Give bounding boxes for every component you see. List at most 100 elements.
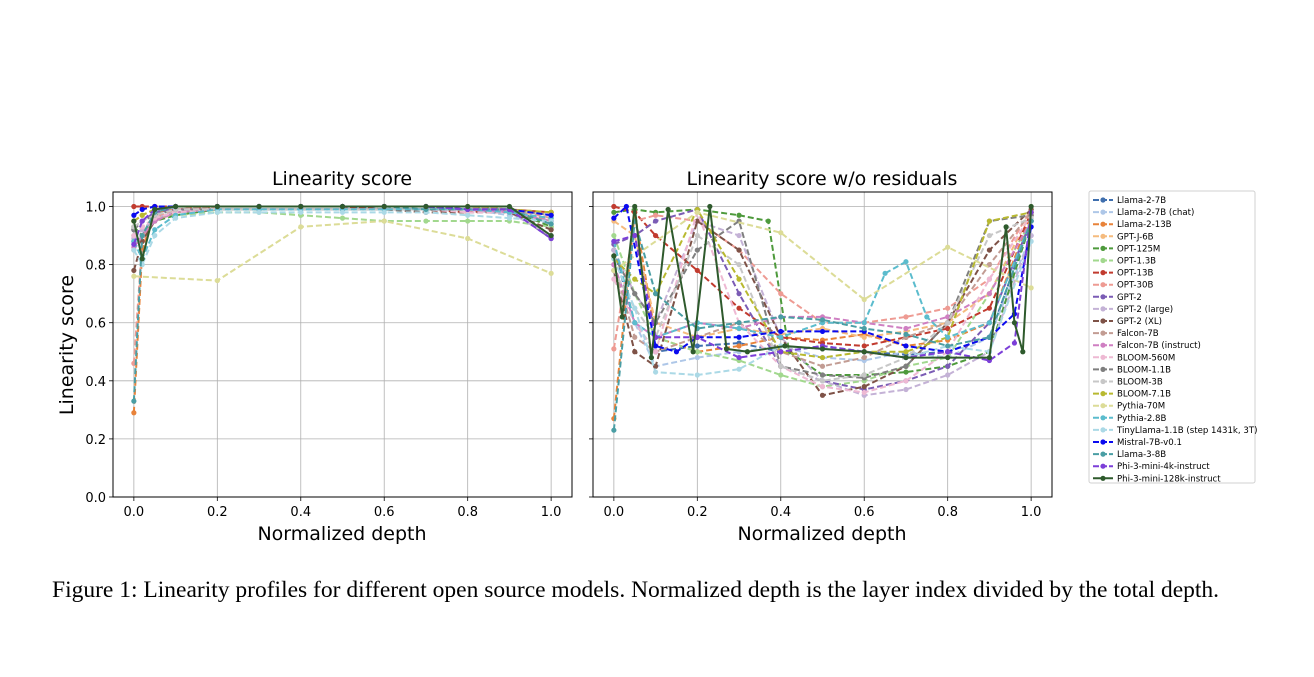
data-point xyxy=(1028,285,1034,291)
legend-label: Phi-3-mini-128k-instruct xyxy=(1117,474,1221,484)
x-tick-label: 0.4 xyxy=(770,505,791,520)
legend-label: Mistral-7B-v0.1 xyxy=(1117,438,1182,448)
legend-label: BLOOM-1.1B xyxy=(1117,365,1171,375)
data-point xyxy=(214,203,220,210)
legend-marker xyxy=(1100,318,1106,324)
axes-frame xyxy=(592,191,1053,498)
data-point xyxy=(131,247,137,253)
data-point xyxy=(611,203,617,210)
data-point xyxy=(945,325,951,332)
series-line-opt-13b xyxy=(613,205,1033,347)
data-point xyxy=(611,215,617,221)
x-axis-label: Normalized depth xyxy=(257,523,426,545)
data-point xyxy=(465,203,471,210)
legend-label: Falcon-7B (instruct) xyxy=(1117,341,1201,351)
data-point xyxy=(694,218,700,224)
data-point xyxy=(611,346,617,352)
data-point xyxy=(611,427,617,433)
x-tick-label: 0.0 xyxy=(604,505,625,520)
x-tick-label: 1.0 xyxy=(1021,505,1042,520)
data-point xyxy=(986,291,993,297)
legend-label: GPT-2 (large) xyxy=(1117,305,1173,315)
data-point xyxy=(690,349,696,355)
data-point xyxy=(548,212,554,218)
data-point xyxy=(1020,349,1026,355)
data-point xyxy=(214,277,220,284)
data-point xyxy=(139,218,145,224)
data-point xyxy=(861,349,867,355)
data-point xyxy=(782,343,788,349)
series-line-gpt-2-large- xyxy=(612,219,1033,397)
data-point xyxy=(548,232,554,239)
data-point xyxy=(648,354,655,361)
chart-linearity-score: Linearity score Normalized depth Lineari… xyxy=(56,168,573,545)
data-point xyxy=(945,334,951,340)
data-point xyxy=(652,291,659,297)
data-point xyxy=(339,203,346,210)
legend-marker xyxy=(1100,342,1106,348)
legend-marker xyxy=(1100,427,1106,433)
data-point xyxy=(632,232,638,239)
data-point xyxy=(131,241,137,247)
data-point xyxy=(778,372,784,378)
legend-label: Pythia-70M xyxy=(1117,402,1165,412)
x-tick-label: 0.0 xyxy=(124,505,145,520)
data-point xyxy=(611,238,617,244)
data-point xyxy=(861,343,867,349)
data-point xyxy=(924,314,930,320)
data-point xyxy=(652,218,659,224)
data-point xyxy=(506,203,513,210)
data-point xyxy=(152,206,158,213)
data-point xyxy=(778,230,784,236)
data-point xyxy=(986,334,993,340)
series-group xyxy=(131,203,554,416)
data-point xyxy=(882,270,888,276)
x-tick-label: 0.8 xyxy=(457,505,478,520)
data-point xyxy=(694,343,700,349)
data-point xyxy=(945,349,951,355)
data-point xyxy=(986,247,993,253)
series-line-bloom-1-1b xyxy=(612,214,1032,379)
data-point xyxy=(903,343,909,349)
legend-marker xyxy=(1100,257,1106,264)
x-tick-label: 0.2 xyxy=(687,505,708,520)
data-point xyxy=(819,384,826,390)
data-point xyxy=(903,325,909,332)
data-point xyxy=(652,232,659,239)
x-tick-label: 0.4 xyxy=(290,505,311,520)
x-tick-label: 1.0 xyxy=(541,505,562,520)
data-point xyxy=(819,328,826,335)
data-point xyxy=(778,349,784,355)
data-point xyxy=(1011,320,1018,326)
data-point xyxy=(652,369,659,375)
data-point xyxy=(778,334,784,340)
data-point xyxy=(986,276,993,282)
data-point xyxy=(632,349,638,355)
data-point xyxy=(694,232,700,239)
legend-label: Llama-2-7B xyxy=(1117,196,1166,206)
data-point xyxy=(903,259,909,265)
data-point xyxy=(694,247,700,253)
data-point xyxy=(256,209,262,215)
data-point xyxy=(611,247,617,253)
data-point xyxy=(819,317,826,323)
data-point xyxy=(131,232,137,239)
data-point xyxy=(736,305,742,311)
y-tick-label: 0.8 xyxy=(85,259,106,274)
data-point xyxy=(131,212,137,218)
chart-title: Linearity score xyxy=(272,168,412,190)
data-point xyxy=(611,209,617,215)
data-point xyxy=(819,372,826,378)
series-line-falcon-7b-instruct- xyxy=(612,220,1033,339)
legend-label: Llama-2-7B (chat) xyxy=(1117,208,1194,218)
chart-title: Linearity score w/o residuals xyxy=(687,168,958,190)
data-point xyxy=(903,354,909,361)
data-point xyxy=(819,363,826,369)
legend-label: OPT-30B xyxy=(1117,281,1153,291)
data-point xyxy=(945,372,951,378)
series-line-llama-3-8b xyxy=(612,220,1033,431)
data-point xyxy=(694,334,700,340)
data-point xyxy=(652,343,659,349)
data-point xyxy=(736,291,742,297)
data-point xyxy=(139,256,145,262)
